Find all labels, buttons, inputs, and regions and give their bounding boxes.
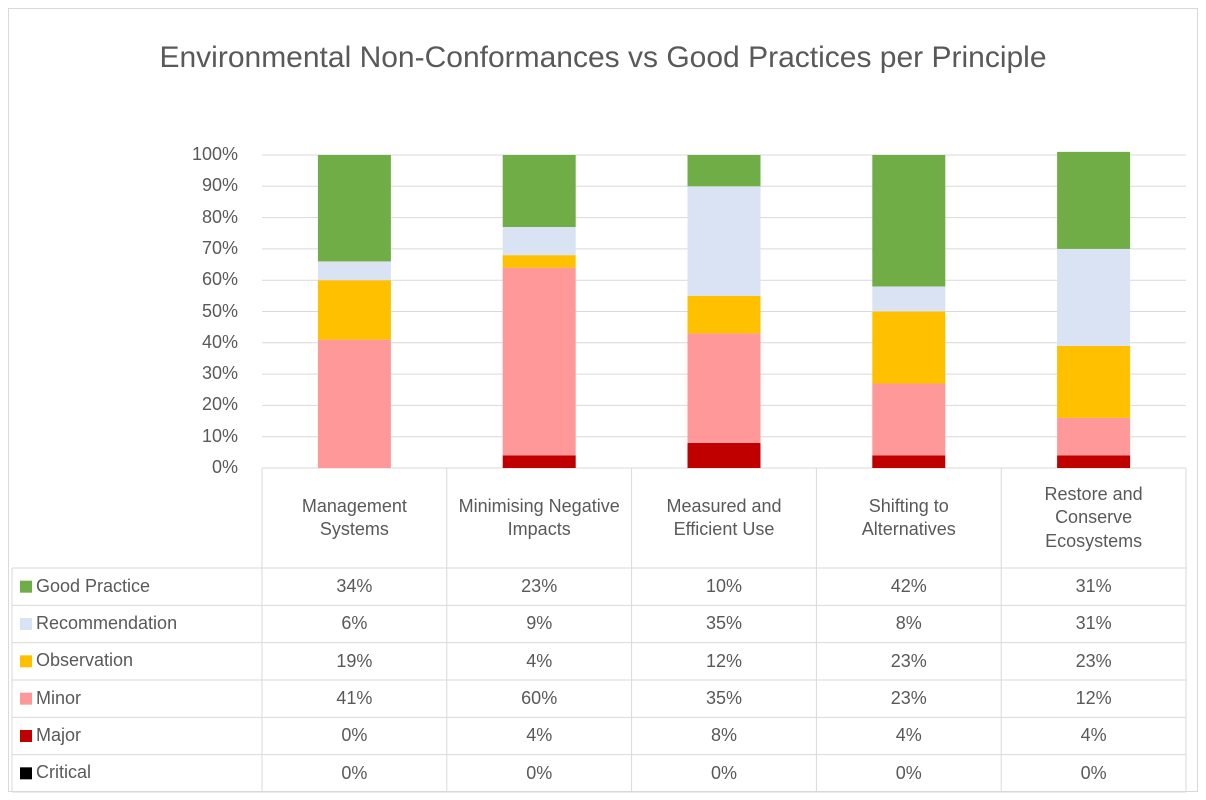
bar-segment xyxy=(317,339,391,468)
category-label: Minimising Negative Impacts xyxy=(458,495,620,539)
bar-segment xyxy=(872,155,946,287)
value-label: 4% xyxy=(526,650,553,671)
value-label: 31% xyxy=(1075,613,1112,634)
y-tick-label: 60% xyxy=(201,269,238,290)
legend-label: Critical xyxy=(36,762,92,783)
value-label: 6% xyxy=(341,613,368,634)
value-label: 23% xyxy=(890,650,927,671)
legend-key xyxy=(20,692,32,705)
value-label: 42% xyxy=(890,575,927,596)
bar-segment xyxy=(502,255,576,268)
y-tick-label: 20% xyxy=(201,394,238,415)
value-label: 4% xyxy=(1080,725,1107,746)
legend-label: Good Practice xyxy=(36,575,151,596)
value-label: 0% xyxy=(526,762,553,783)
bar-segment xyxy=(502,267,576,456)
y-tick-label: 0% xyxy=(211,457,238,477)
bar-segment xyxy=(872,311,946,384)
legend-key xyxy=(20,655,32,668)
value-label: 0% xyxy=(895,762,922,783)
category-label: Management Systems xyxy=(301,495,407,539)
y-tick-label: 30% xyxy=(201,363,238,384)
value-label: 12% xyxy=(705,650,742,671)
legend-label: Observation xyxy=(36,650,134,671)
value-label: 31% xyxy=(1075,575,1112,596)
value-label: 0% xyxy=(341,762,368,783)
bar-segment xyxy=(687,442,761,468)
bar-segment xyxy=(872,383,946,456)
category-label: Measured and Efficient Use xyxy=(666,495,782,539)
bar-segment xyxy=(317,155,391,262)
value-label: 8% xyxy=(895,613,922,634)
bar-segment xyxy=(317,280,391,340)
bar-segment xyxy=(502,226,576,256)
value-label: 41% xyxy=(336,687,373,708)
bar-segment xyxy=(1057,248,1131,346)
chart-title: Environmental Non-Conformances vs Good P… xyxy=(159,41,1047,74)
bar-segment xyxy=(1057,345,1131,418)
bar-segment xyxy=(687,295,761,334)
value-label: 34% xyxy=(336,575,373,596)
legend-key xyxy=(20,618,32,630)
bar-segment xyxy=(872,455,946,468)
y-tick-label: 10% xyxy=(201,425,238,446)
value-label: 12% xyxy=(1075,687,1112,708)
bar-segment xyxy=(872,286,946,312)
bar-segment xyxy=(1057,417,1131,456)
y-tick-label: 70% xyxy=(201,237,238,258)
bar-segment xyxy=(1057,151,1131,249)
category-label: Restore and Conserve Ecosystems xyxy=(1044,483,1143,551)
legend-label: Major xyxy=(36,725,82,745)
bar-segment xyxy=(687,186,761,296)
value-label: 4% xyxy=(895,725,922,746)
bar-segment xyxy=(1057,455,1131,468)
value-label: 8% xyxy=(710,725,737,746)
value-label: 23% xyxy=(890,687,927,708)
value-label: 23% xyxy=(1075,650,1112,671)
value-label: 10% xyxy=(705,575,742,596)
y-tick-label: 100% xyxy=(191,144,238,164)
bar-segment xyxy=(317,261,391,281)
bar-segment xyxy=(687,333,761,443)
legend-key xyxy=(20,580,32,593)
value-label: 60% xyxy=(521,687,558,708)
value-label: 35% xyxy=(705,613,742,634)
value-label: 0% xyxy=(710,762,737,783)
value-label: 0% xyxy=(341,725,368,746)
value-label: 9% xyxy=(526,613,553,634)
legend-key xyxy=(20,730,32,742)
y-tick-label: 90% xyxy=(201,175,238,196)
y-tick-label: 50% xyxy=(201,300,238,321)
bar-segment xyxy=(502,155,576,227)
y-tick-label: 80% xyxy=(201,206,238,227)
legend-label: Minor xyxy=(36,687,82,708)
value-label: 23% xyxy=(521,575,558,596)
value-label: 4% xyxy=(526,725,553,746)
value-label: 19% xyxy=(336,650,373,671)
value-label: 35% xyxy=(705,687,742,708)
category-label: Shifting to Alternatives xyxy=(861,495,956,539)
bar-segment xyxy=(502,455,576,468)
value-label: 0% xyxy=(1080,762,1107,783)
bar-segment xyxy=(687,155,761,187)
y-tick-label: 40% xyxy=(201,331,238,352)
legend-label: Recommendation xyxy=(36,613,178,633)
legend-key xyxy=(20,767,32,780)
